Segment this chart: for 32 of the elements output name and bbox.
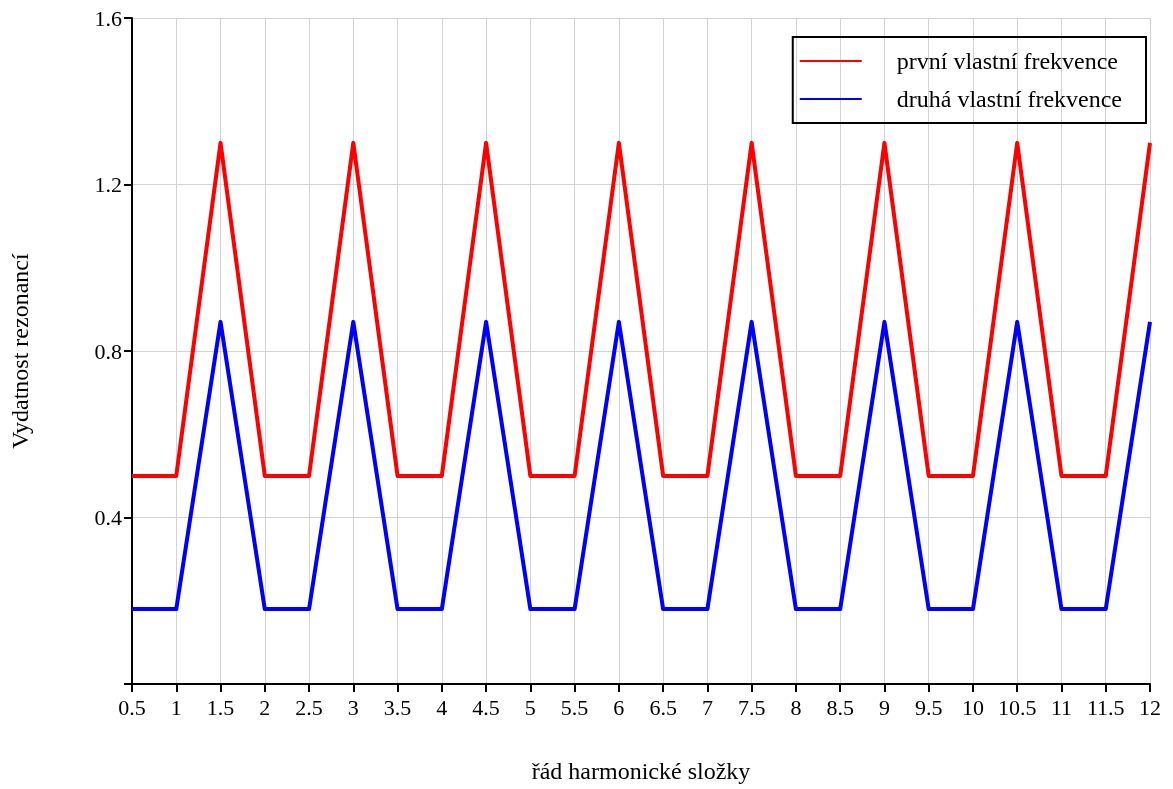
x-tick-label: 9 <box>878 694 890 720</box>
x-tick-label: 5 <box>524 694 536 720</box>
x-tick-label: 1 <box>170 694 182 720</box>
x-tick-label: 8 <box>790 694 802 720</box>
x-tick-label: 10.5 <box>997 694 1037 720</box>
x-tick-label: 9.5 <box>914 694 943 720</box>
x-tick-label: 3 <box>347 694 359 720</box>
x-tick-label: 3.5 <box>383 694 412 720</box>
x-tick-label: 6 <box>613 694 625 720</box>
y-axis-title: Vydatnost rezonancí <box>7 253 33 449</box>
x-tick-label: 4.5 <box>472 694 500 720</box>
x-tick-label: 1.5 <box>206 694 235 720</box>
x-tick-label: 2.5 <box>295 694 323 720</box>
y-tick-label: 0.4 <box>94 505 122 530</box>
x-tick-label: 5.5 <box>560 694 589 720</box>
x-axis-title: řád harmonické složky <box>531 758 751 784</box>
y-tick-label: 0.8 <box>94 338 122 364</box>
x-tick-label: 8.5 <box>826 694 854 720</box>
y-tick-label: 1.2 <box>94 172 122 197</box>
x-tick-label: 4 <box>436 694 448 720</box>
x-tick-label: 7 <box>701 694 713 720</box>
legend-label: druhá vlastní frekvence <box>896 86 1122 112</box>
x-tick-label: 10 <box>961 694 984 720</box>
x-tick-label: 12 <box>1139 694 1161 720</box>
x-tick-label: 6.5 <box>649 694 677 720</box>
x-tick-label: 7.5 <box>737 694 766 720</box>
y-tick-label: 1.6 <box>94 5 122 31</box>
x-tick-label: 2 <box>259 694 271 720</box>
x-tick-label: 11.5 <box>1086 694 1125 720</box>
x-tick-label: 11 <box>1050 694 1073 720</box>
legend-label: první vlastní frekvence <box>896 48 1119 74</box>
x-tick-label: 0.5 <box>118 694 146 720</box>
